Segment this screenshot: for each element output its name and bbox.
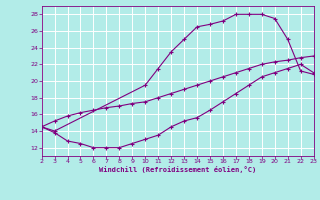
X-axis label: Windchill (Refroidissement éolien,°C): Windchill (Refroidissement éolien,°C): [99, 166, 256, 173]
